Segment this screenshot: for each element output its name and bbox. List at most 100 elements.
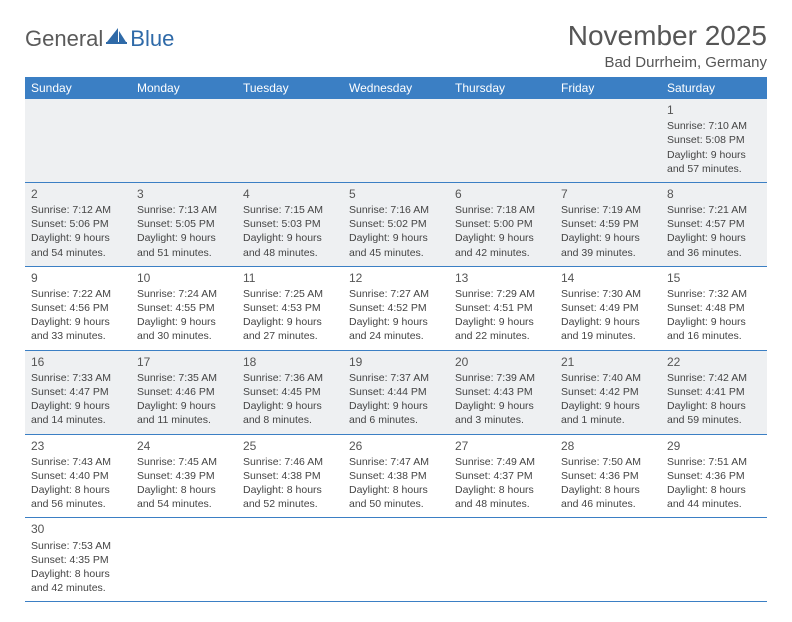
sunrise-text: Sunrise: 7:40 AM	[561, 371, 655, 385]
calendar-cell: 28Sunrise: 7:50 AMSunset: 4:36 PMDayligh…	[555, 434, 661, 518]
sunrise-text: Sunrise: 7:24 AM	[137, 287, 231, 301]
calendar-cell: 3Sunrise: 7:13 AMSunset: 5:05 PMDaylight…	[131, 182, 237, 266]
sunrise-text: Sunrise: 7:35 AM	[137, 371, 231, 385]
day-number: 4	[243, 186, 337, 202]
sunset-text: Sunset: 4:53 PM	[243, 301, 337, 315]
sunrise-text: Sunrise: 7:37 AM	[349, 371, 443, 385]
calendar-cell: 7Sunrise: 7:19 AMSunset: 4:59 PMDaylight…	[555, 182, 661, 266]
calendar-cell	[25, 99, 131, 182]
title-block: November 2025 Bad Durrheim, Germany	[568, 20, 767, 71]
day-number: 19	[349, 354, 443, 370]
calendar-cell: 22Sunrise: 7:42 AMSunset: 4:41 PMDayligh…	[661, 350, 767, 434]
calendar-cell: 15Sunrise: 7:32 AMSunset: 4:48 PMDayligh…	[661, 266, 767, 350]
daylight-text: Daylight: 8 hours and 54 minutes.	[137, 483, 231, 511]
day-header: Wednesday	[343, 77, 449, 99]
daylight-text: Daylight: 9 hours and 42 minutes.	[455, 231, 549, 259]
daylight-text: Daylight: 9 hours and 45 minutes.	[349, 231, 443, 259]
daylight-text: Daylight: 8 hours and 56 minutes.	[31, 483, 125, 511]
day-number: 16	[31, 354, 125, 370]
sunrise-text: Sunrise: 7:22 AM	[31, 287, 125, 301]
calendar-cell: 9Sunrise: 7:22 AMSunset: 4:56 PMDaylight…	[25, 266, 131, 350]
day-number: 27	[455, 438, 549, 454]
daylight-text: Daylight: 8 hours and 48 minutes.	[455, 483, 549, 511]
day-number: 14	[561, 270, 655, 286]
sunset-text: Sunset: 5:03 PM	[243, 217, 337, 231]
calendar-cell: 25Sunrise: 7:46 AMSunset: 4:38 PMDayligh…	[237, 434, 343, 518]
day-header: Thursday	[449, 77, 555, 99]
day-number: 30	[31, 521, 125, 537]
calendar-week-row: 23Sunrise: 7:43 AMSunset: 4:40 PMDayligh…	[25, 434, 767, 518]
sunset-text: Sunset: 4:57 PM	[667, 217, 761, 231]
day-number: 8	[667, 186, 761, 202]
daylight-text: Daylight: 9 hours and 36 minutes.	[667, 231, 761, 259]
calendar-cell	[237, 99, 343, 182]
sunrise-text: Sunrise: 7:21 AM	[667, 203, 761, 217]
calendar-cell: 23Sunrise: 7:43 AMSunset: 4:40 PMDayligh…	[25, 434, 131, 518]
sunrise-text: Sunrise: 7:12 AM	[31, 203, 125, 217]
calendar-cell	[449, 99, 555, 182]
day-number: 20	[455, 354, 549, 370]
calendar-cell: 26Sunrise: 7:47 AMSunset: 4:38 PMDayligh…	[343, 434, 449, 518]
sunset-text: Sunset: 5:06 PM	[31, 217, 125, 231]
sunset-text: Sunset: 4:44 PM	[349, 385, 443, 399]
sunset-text: Sunset: 4:52 PM	[349, 301, 443, 315]
calendar-week-row: 9Sunrise: 7:22 AMSunset: 4:56 PMDaylight…	[25, 266, 767, 350]
calendar-cell: 5Sunrise: 7:16 AMSunset: 5:02 PMDaylight…	[343, 182, 449, 266]
sunset-text: Sunset: 4:46 PM	[137, 385, 231, 399]
logo-text-general: General	[25, 26, 103, 52]
logo: General Blue	[25, 26, 174, 52]
daylight-text: Daylight: 9 hours and 3 minutes.	[455, 399, 549, 427]
sunset-text: Sunset: 4:49 PM	[561, 301, 655, 315]
sunset-text: Sunset: 4:47 PM	[31, 385, 125, 399]
daylight-text: Daylight: 9 hours and 14 minutes.	[31, 399, 125, 427]
sunrise-text: Sunrise: 7:30 AM	[561, 287, 655, 301]
calendar-cell: 11Sunrise: 7:25 AMSunset: 4:53 PMDayligh…	[237, 266, 343, 350]
header: General Blue November 2025 Bad Durrheim,…	[25, 20, 767, 71]
daylight-text: Daylight: 9 hours and 11 minutes.	[137, 399, 231, 427]
sunset-text: Sunset: 5:05 PM	[137, 217, 231, 231]
day-number: 23	[31, 438, 125, 454]
calendar-body: 1Sunrise: 7:10 AMSunset: 5:08 PMDaylight…	[25, 99, 767, 602]
daylight-text: Daylight: 8 hours and 44 minutes.	[667, 483, 761, 511]
day-number: 18	[243, 354, 337, 370]
day-header: Monday	[131, 77, 237, 99]
calendar-cell: 29Sunrise: 7:51 AMSunset: 4:36 PMDayligh…	[661, 434, 767, 518]
day-number: 9	[31, 270, 125, 286]
calendar-week-row: 2Sunrise: 7:12 AMSunset: 5:06 PMDaylight…	[25, 182, 767, 266]
calendar-cell: 4Sunrise: 7:15 AMSunset: 5:03 PMDaylight…	[237, 182, 343, 266]
day-number: 1	[667, 102, 761, 118]
daylight-text: Daylight: 9 hours and 51 minutes.	[137, 231, 231, 259]
sunrise-text: Sunrise: 7:47 AM	[349, 455, 443, 469]
day-header: Sunday	[25, 77, 131, 99]
day-number: 13	[455, 270, 549, 286]
day-number: 5	[349, 186, 443, 202]
calendar-cell	[131, 99, 237, 182]
calendar-week-row: 30Sunrise: 7:53 AMSunset: 4:35 PMDayligh…	[25, 518, 767, 602]
calendar-cell: 10Sunrise: 7:24 AMSunset: 4:55 PMDayligh…	[131, 266, 237, 350]
sunrise-text: Sunrise: 7:51 AM	[667, 455, 761, 469]
sunset-text: Sunset: 4:37 PM	[455, 469, 549, 483]
day-number: 21	[561, 354, 655, 370]
sunset-text: Sunset: 4:41 PM	[667, 385, 761, 399]
sunset-text: Sunset: 4:55 PM	[137, 301, 231, 315]
calendar-cell: 12Sunrise: 7:27 AMSunset: 4:52 PMDayligh…	[343, 266, 449, 350]
sunrise-text: Sunrise: 7:18 AM	[455, 203, 549, 217]
sunrise-text: Sunrise: 7:43 AM	[31, 455, 125, 469]
daylight-text: Daylight: 8 hours and 59 minutes.	[667, 399, 761, 427]
sunset-text: Sunset: 4:45 PM	[243, 385, 337, 399]
sunrise-text: Sunrise: 7:19 AM	[561, 203, 655, 217]
calendar-cell	[343, 518, 449, 602]
calendar-cell: 6Sunrise: 7:18 AMSunset: 5:00 PMDaylight…	[449, 182, 555, 266]
day-number: 25	[243, 438, 337, 454]
day-number: 10	[137, 270, 231, 286]
sunrise-text: Sunrise: 7:13 AM	[137, 203, 231, 217]
sunset-text: Sunset: 5:02 PM	[349, 217, 443, 231]
daylight-text: Daylight: 9 hours and 19 minutes.	[561, 315, 655, 343]
sunset-text: Sunset: 5:00 PM	[455, 217, 549, 231]
daylight-text: Daylight: 9 hours and 16 minutes.	[667, 315, 761, 343]
calendar-cell: 14Sunrise: 7:30 AMSunset: 4:49 PMDayligh…	[555, 266, 661, 350]
calendar-cell	[343, 99, 449, 182]
calendar-cell: 13Sunrise: 7:29 AMSunset: 4:51 PMDayligh…	[449, 266, 555, 350]
sunset-text: Sunset: 4:38 PM	[243, 469, 337, 483]
calendar-page: General Blue November 2025 Bad Durrheim,…	[0, 0, 792, 622]
